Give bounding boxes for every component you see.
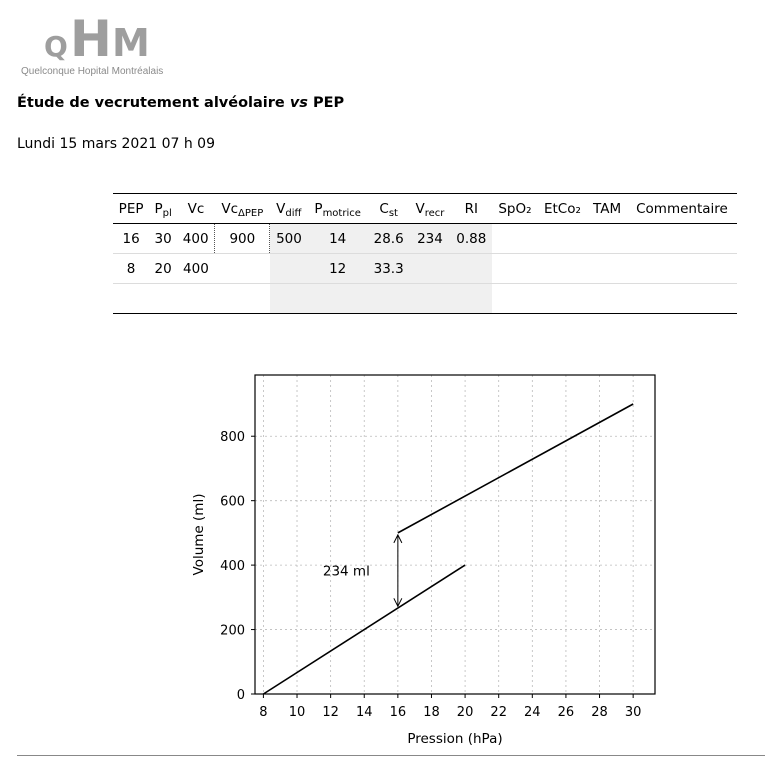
table-cell: 28.6 [367, 223, 410, 254]
footer-divider [17, 755, 765, 756]
table-cell: 30 [154, 230, 172, 247]
x-tick-label: 28 [591, 705, 608, 720]
x-tick-label: 30 [625, 705, 642, 720]
logo-letters: Q H M [44, 10, 150, 68]
title-end: PEP [307, 95, 345, 111]
pressure-volume-chart: 8 10 12 14 16 18 20 22 24 26 28 30 0 200 400 600 800 Pres… [191, 374, 656, 747]
table-cell: 400 [183, 260, 209, 277]
table-cell [627, 224, 737, 254]
table-cell [587, 224, 627, 254]
x-tick-label: 10 [289, 705, 306, 720]
table-cell [492, 284, 537, 314]
table-cell: 0.88 [450, 223, 493, 254]
col-header: Vrecr [415, 200, 445, 219]
logo-letter-q: Q [44, 30, 68, 63]
x-tick-label: 22 [490, 705, 507, 720]
col-header: Cst [379, 200, 398, 219]
series-line-2 [397, 403, 634, 534]
table-cell: 14 [307, 223, 368, 254]
col-header: Vc [187, 200, 205, 217]
col-header: TAM [593, 200, 622, 217]
table-cell [307, 283, 368, 314]
table-cell [538, 284, 588, 314]
logo-subtitle: Quelconque Hopital Montréalais [21, 66, 164, 77]
table-cell [409, 283, 451, 314]
y-tick-label: 0 [237, 688, 245, 703]
x-tick-label: 16 [390, 705, 407, 720]
col-header: Vdiff [276, 200, 302, 219]
table-header-row: PEP Ppl Vc VcΔPEP Vdiff Pmotrice Cst Vre… [113, 193, 737, 224]
y-tick-label: 800 [220, 430, 245, 445]
x-axis-label: Pression (hPa) [407, 731, 502, 747]
table-cell [627, 284, 737, 314]
table-cell: 500 [269, 223, 308, 254]
table-row: 16 30 400 900 500 14 28.6 234 0.88 [113, 223, 737, 254]
y-tick-label: 200 [220, 624, 245, 639]
table-cell: 8 [126, 260, 136, 277]
logo-letter-m: M [112, 21, 150, 64]
report-title: Étude de vecrutement alvéolaire vs PEP [17, 95, 344, 111]
x-tick-label: 12 [322, 705, 339, 720]
table-cell: 16 [122, 230, 140, 247]
table-cell [269, 283, 308, 314]
col-header: VcΔPEP [221, 200, 264, 219]
table-cell: 33.3 [367, 253, 410, 284]
table-cell [627, 254, 737, 284]
col-header: Pmotrice [314, 200, 361, 219]
table-cell: 234 [409, 223, 451, 254]
title-main: Étude de vecrutement alvéolaire [17, 95, 290, 111]
x-tick-label: 20 [457, 705, 474, 720]
title-vs: vs [289, 95, 308, 111]
report-date: Lundi 15 mars 2021 07 h 09 [17, 136, 215, 152]
table-cell [587, 254, 627, 284]
table-cell [409, 253, 451, 284]
x-tick-label: 24 [524, 705, 541, 720]
y-tick-label: 400 [220, 559, 245, 574]
col-header: EtCo₂ [543, 200, 581, 217]
hospital-logo: Q H M Quelconque Hopital Montréalais [20, 8, 180, 82]
table-cell: 900 [214, 223, 271, 254]
logo-letter-h: H [70, 10, 112, 64]
table-cell [492, 254, 537, 284]
table-cell [113, 284, 149, 314]
table-cell [215, 284, 270, 314]
col-header: PEP [118, 200, 144, 217]
col-header: Commentaire [636, 200, 728, 217]
annotation-label: 234 ml [323, 564, 370, 580]
table-row [113, 283, 737, 314]
series-line-1 [262, 564, 466, 695]
x-tick-label: 18 [423, 705, 440, 720]
table-cell [149, 284, 177, 314]
table-cell: 400 [182, 230, 209, 247]
table-cell [269, 253, 308, 284]
x-tick-label: 8 [259, 705, 267, 720]
table-cell: 12 [307, 253, 368, 284]
table-cell [367, 283, 410, 314]
table-cell [215, 254, 270, 284]
table-row: 8 20 400 12 33.3 [113, 253, 737, 284]
table-cell: 20 [154, 260, 172, 277]
table-cell [538, 224, 588, 254]
table-cell [177, 284, 215, 314]
measurements-table: PEP Ppl Vc VcΔPEP Vdiff Pmotrice Cst Vre… [113, 193, 737, 314]
col-header: SpO₂ [498, 200, 532, 217]
plot-frame [254, 374, 656, 695]
col-header: RI [464, 200, 478, 217]
col-header: Ppl [154, 200, 172, 219]
y-tick-label: 600 [220, 495, 245, 510]
table-cell [450, 253, 493, 284]
table-cell [450, 283, 493, 314]
table-cell [587, 284, 627, 314]
table-cell [492, 224, 537, 254]
x-tick-label: 26 [558, 705, 575, 720]
table-cell [538, 254, 588, 284]
y-axis-label: Volume (ml) [191, 494, 207, 576]
x-tick-label: 14 [356, 705, 373, 720]
